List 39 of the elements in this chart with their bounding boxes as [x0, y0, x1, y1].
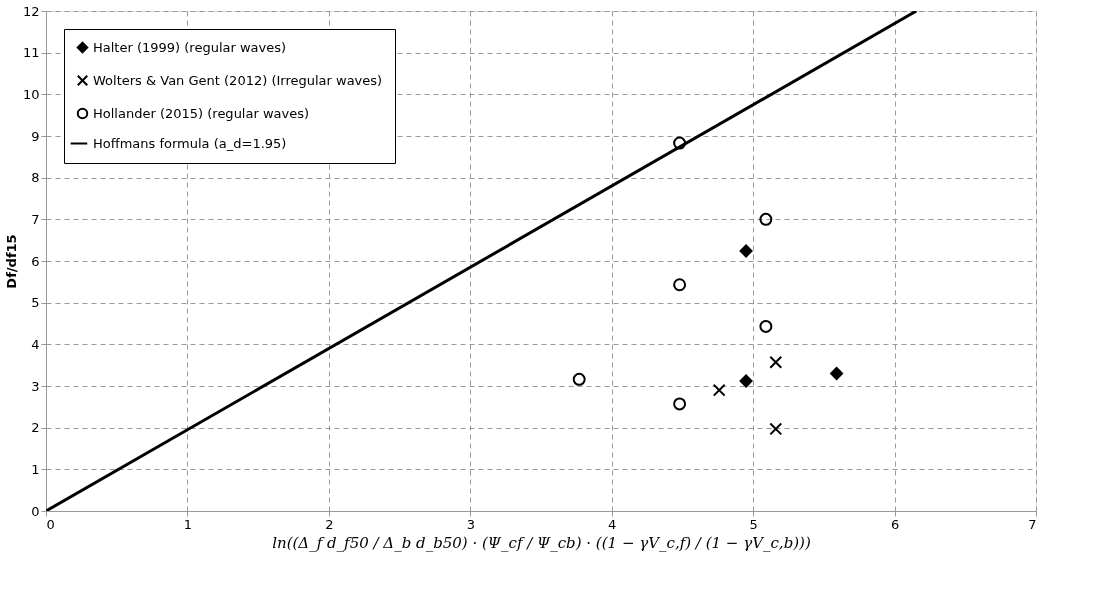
y-tick-label: 8 [31, 170, 40, 186]
point [769, 422, 783, 436]
y-tick-label: 11 [22, 45, 40, 61]
x-tick-label: 0 [46, 516, 55, 532]
point [739, 244, 753, 258]
point [673, 136, 687, 150]
x-tick-label: 2 [325, 516, 334, 532]
y-axis-title: Df/df15 [3, 234, 19, 289]
point [712, 383, 726, 397]
x-tick-label: 5 [749, 516, 758, 532]
y-tick-label: 6 [31, 253, 40, 269]
legend-label: Wolters & Van Gent (2012) (Irregular waves) [93, 72, 383, 88]
point [673, 278, 687, 292]
y-tick-label: 0 [31, 503, 40, 519]
point [759, 319, 773, 333]
point [759, 212, 773, 226]
x-axis-title: ln((Δ_f d_f50 / Δ_b d_b50) · (Ψ_cf / Ψ_cb) · ((1 − γV_c,f) / (1 − γV_c,b))) [272, 533, 811, 552]
x-tick-label: 6 [890, 516, 900, 532]
point [572, 372, 586, 386]
point [673, 397, 687, 411]
y-tick-label: 12 [22, 3, 40, 19]
legend-label: Hollander (2015) (regular waves) [93, 105, 310, 121]
y-tick-label: 3 [31, 378, 40, 394]
y-tick-label: 4 [31, 336, 40, 352]
legend-label: Halter (1999) (regular waves) [93, 39, 287, 55]
point [739, 374, 753, 388]
point [830, 367, 844, 380]
legend-label: Hoffmans formula (a_d=1.95) [93, 135, 287, 151]
x-tick-label: 1 [183, 516, 193, 532]
x-tick-label: 7 [1028, 516, 1037, 532]
y-tick-label: 7 [31, 211, 40, 227]
y-tick-label: 2 [31, 420, 40, 436]
y-tick-label: 1 [31, 461, 40, 477]
point [769, 355, 783, 369]
y-tick-label: 10 [22, 86, 40, 102]
x-tick-label: 4 [608, 516, 617, 532]
x-tick-label: 3 [466, 516, 475, 532]
y-tick-label: 5 [31, 295, 40, 311]
y-tick-label: 9 [31, 128, 40, 144]
